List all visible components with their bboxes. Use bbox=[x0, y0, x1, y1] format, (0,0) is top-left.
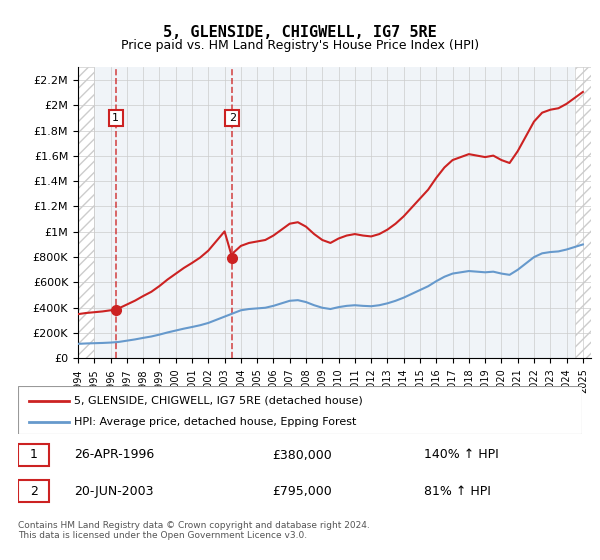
Text: £795,000: £795,000 bbox=[272, 485, 332, 498]
Bar bbox=[575, 67, 591, 358]
Bar bbox=[78, 67, 94, 358]
Text: 81% ↑ HPI: 81% ↑ HPI bbox=[424, 485, 491, 498]
Text: Contains HM Land Registry data © Crown copyright and database right 2024.
This d: Contains HM Land Registry data © Crown c… bbox=[18, 521, 370, 540]
Text: 1: 1 bbox=[30, 449, 38, 461]
FancyBboxPatch shape bbox=[18, 386, 582, 434]
Text: Price paid vs. HM Land Registry's House Price Index (HPI): Price paid vs. HM Land Registry's House … bbox=[121, 39, 479, 52]
Text: 2: 2 bbox=[30, 485, 38, 498]
Text: £380,000: £380,000 bbox=[272, 449, 332, 461]
Text: HPI: Average price, detached house, Epping Forest: HPI: Average price, detached house, Eppi… bbox=[74, 417, 357, 427]
Text: 5, GLENSIDE, CHIGWELL, IG7 5RE (detached house): 5, GLENSIDE, CHIGWELL, IG7 5RE (detached… bbox=[74, 396, 363, 405]
Text: 2: 2 bbox=[229, 113, 236, 123]
FancyBboxPatch shape bbox=[18, 444, 49, 466]
Bar bbox=[575, 67, 591, 358]
Text: 20-JUN-2003: 20-JUN-2003 bbox=[74, 485, 154, 498]
Bar bbox=[78, 67, 94, 358]
Text: 140% ↑ HPI: 140% ↑ HPI bbox=[424, 449, 499, 461]
Text: 26-APR-1996: 26-APR-1996 bbox=[74, 449, 155, 461]
Text: 5, GLENSIDE, CHIGWELL, IG7 5RE: 5, GLENSIDE, CHIGWELL, IG7 5RE bbox=[163, 25, 437, 40]
FancyBboxPatch shape bbox=[18, 480, 49, 502]
Text: 1: 1 bbox=[112, 113, 119, 123]
